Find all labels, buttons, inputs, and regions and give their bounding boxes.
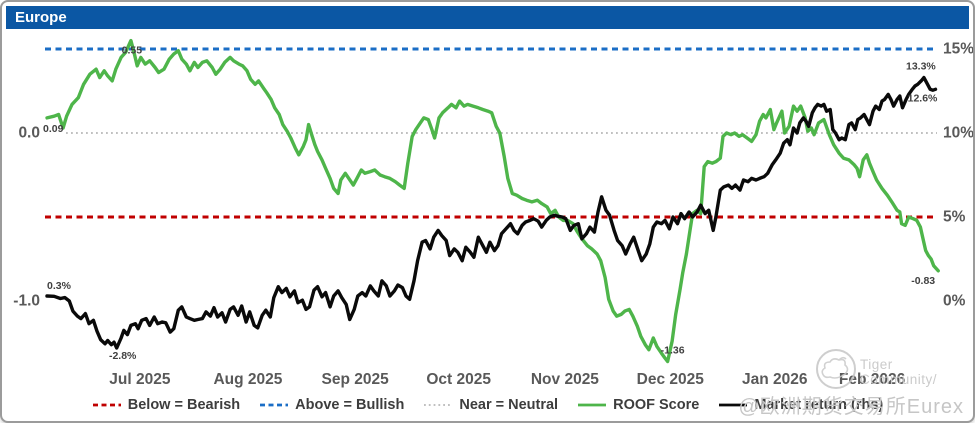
watermark-community: Tiger Community/ (860, 357, 938, 387)
tiger-logo-icon (816, 349, 856, 389)
annotation-12-6: 12.6% (908, 92, 938, 104)
legend-swatch-solid-icon (719, 403, 748, 407)
y-right-tick: 5% (943, 209, 966, 226)
legend-swatch-dashed-icon (92, 403, 121, 407)
legend-item-market-return-rhs: Market return (rhs) (718, 397, 883, 413)
legend-swatch-dotted-icon (424, 404, 453, 406)
annotation-0-09: 0.09 (43, 123, 64, 135)
annotation-13-3: 13.3% (906, 61, 936, 73)
x-tick-nov-2025: Nov 2025 (531, 371, 599, 388)
legend-item-label: Below = Bearish (127, 397, 241, 413)
chart-legend: Below = Bearish Above = Bullish Near = Neu… (2, 394, 973, 416)
y-right-tick: 0% (943, 293, 966, 310)
title-bar: Europe (6, 6, 969, 29)
x-tick-feb-2026: Feb 2026 (839, 371, 906, 388)
annotation-0-55: 0.55 (122, 45, 143, 57)
x-tick-jul-2025: Jul 2025 (109, 371, 171, 388)
series-market-return-rhs (45, 75, 938, 350)
legend-item-roof-score: ROOF Score (577, 397, 699, 413)
annotation-1-36: -1.36 (661, 345, 685, 357)
legend-item-label: Market return (rhs) (754, 397, 884, 413)
series-roof-score (45, 38, 940, 364)
watermark-exchange: @欧洲期货交易所Eurex (738, 396, 964, 418)
x-tick-jan-2026: Jan 2026 (742, 371, 808, 388)
y-left-tick: 0.0 (18, 125, 40, 142)
annotation-0-3: 0.3% (47, 280, 72, 292)
y-right-tick: 15% (943, 41, 973, 58)
x-tick-sep-2025: Sep 2025 (321, 371, 389, 388)
legend-item-below-bearish: Below = Bearish (92, 397, 240, 413)
legend-item-label: ROOF Score (613, 397, 700, 413)
legend-item-near-neutral: Near = Neutral (423, 397, 558, 413)
y-right-tick: 10% (943, 125, 973, 142)
y-left-tick: -1.0 (13, 293, 40, 310)
page-title: Europe (15, 9, 67, 26)
x-tick-dec-2025: Dec 2025 (637, 371, 705, 388)
legend-swatch-solid-icon (578, 403, 607, 407)
annotation-2-8: -2.8% (109, 350, 137, 362)
legend-item-label: Near = Neutral (459, 397, 559, 413)
x-tick-oct-2025: Oct 2025 (426, 371, 491, 388)
x-tick-aug-2025: Aug 2025 (213, 371, 282, 388)
legend-swatch-dashed-icon (260, 403, 289, 407)
legend-item-above-bullish: Above = Bullish (259, 397, 404, 413)
legend-item-label: Above = Bullish (295, 397, 405, 413)
annotation-0-83: -0.83 (911, 275, 935, 287)
